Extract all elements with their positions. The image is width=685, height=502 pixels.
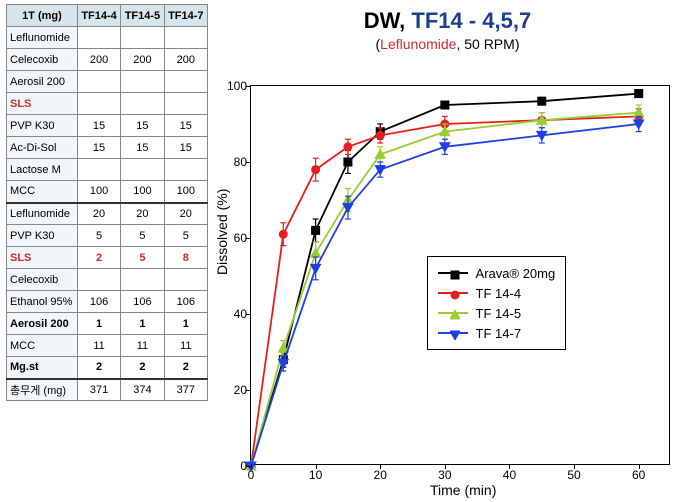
row-label: Leflunomide <box>7 203 78 225</box>
row-label: Ac-Di-Sol <box>7 137 78 159</box>
row-value: 5 <box>121 247 164 269</box>
row-label: Leflunomide <box>7 27 78 49</box>
table-header: 1T (mg) <box>7 5 78 27</box>
row-value <box>77 71 120 93</box>
row-label: MCC <box>7 335 78 357</box>
row-value: 2 <box>164 357 207 379</box>
row-value <box>164 71 207 93</box>
x-axis-label: Time (min) <box>430 482 496 498</box>
row-value: 106 <box>164 291 207 313</box>
row-value: 106 <box>121 291 164 313</box>
legend-entry: TF 14-7 <box>438 323 556 343</box>
row-value: 100 <box>164 181 207 203</box>
row-value: 200 <box>164 49 207 71</box>
row-value: 15 <box>164 137 207 159</box>
row-value <box>121 71 164 93</box>
row-label: Celecoxib <box>7 269 78 291</box>
row-value: 2 <box>77 247 120 269</box>
row-value: 20 <box>164 203 207 225</box>
row-label: SLS <box>7 247 78 269</box>
row-value: 15 <box>77 137 120 159</box>
row-value <box>121 93 164 115</box>
row-value: 200 <box>121 49 164 71</box>
row-label: Lactose M <box>7 159 78 181</box>
chart-plot-area: Arava® 20mgTF 14-4TF 14-5TF 14-7 0204060… <box>250 85 670 465</box>
row-value <box>77 269 120 291</box>
row-value: 20 <box>77 203 120 225</box>
row-value <box>164 27 207 49</box>
row-value: 2 <box>121 357 164 379</box>
chart-subtitle: (Leflunomide, 50 RPM) <box>210 36 685 52</box>
row-value: 11 <box>77 335 120 357</box>
table-header: TF14-4 <box>77 5 120 27</box>
row-value: 106 <box>77 291 120 313</box>
row-value: 100 <box>121 181 164 203</box>
row-value: 1 <box>77 313 120 335</box>
row-value: 15 <box>164 115 207 137</box>
legend-entry: Arava® 20mg <box>438 263 556 283</box>
row-value: 5 <box>77 225 120 247</box>
row-value: 1 <box>164 313 207 335</box>
row-value: 2 <box>77 357 120 379</box>
row-label: Celecoxib <box>7 49 78 71</box>
row-label: PVP K30 <box>7 115 78 137</box>
row-value: 5 <box>164 225 207 247</box>
y-axis-label: Dissolved (%) <box>214 189 230 275</box>
row-label: MCC <box>7 181 78 203</box>
formulation-table: 1T (mg)TF14-4TF14-5TF14-7 LeflunomideCel… <box>6 4 208 401</box>
row-label: Aerosil 200 <box>7 71 78 93</box>
row-label: Mg.st <box>7 357 78 379</box>
row-value <box>164 93 207 115</box>
row-value: 15 <box>77 115 120 137</box>
row-value <box>164 159 207 181</box>
table-header: TF14-5 <box>121 5 164 27</box>
row-value <box>77 93 120 115</box>
row-value <box>164 269 207 291</box>
row-value: 11 <box>164 335 207 357</box>
row-value: 20 <box>121 203 164 225</box>
row-value: 100 <box>77 181 120 203</box>
row-value: 8 <box>164 247 207 269</box>
row-value: 5 <box>121 225 164 247</box>
row-value: 371 <box>77 379 120 401</box>
row-label: SLS <box>7 93 78 115</box>
chart-title: DW, TF14 - 4,5,7 <box>210 8 685 34</box>
row-value: 377 <box>164 379 207 401</box>
legend-entry: TF 14-5 <box>438 303 556 323</box>
row-label: 총무게 (mg) <box>7 379 78 401</box>
row-value: 11 <box>121 335 164 357</box>
table-header: TF14-7 <box>164 5 207 27</box>
legend-entry: TF 14-4 <box>438 283 556 303</box>
row-value: 374 <box>121 379 164 401</box>
row-value <box>77 27 120 49</box>
chart-legend: Arava® 20mgTF 14-4TF 14-5TF 14-7 <box>427 256 567 350</box>
row-value: 1 <box>121 313 164 335</box>
row-value <box>121 269 164 291</box>
row-value <box>121 27 164 49</box>
row-value: 200 <box>77 49 120 71</box>
row-value: 15 <box>121 115 164 137</box>
row-label: Aerosil 200 <box>7 313 78 335</box>
row-value: 15 <box>121 137 164 159</box>
row-value <box>77 159 120 181</box>
row-label: PVP K30 <box>7 225 78 247</box>
row-label: Ethanol 95% <box>7 291 78 313</box>
row-value <box>121 159 164 181</box>
